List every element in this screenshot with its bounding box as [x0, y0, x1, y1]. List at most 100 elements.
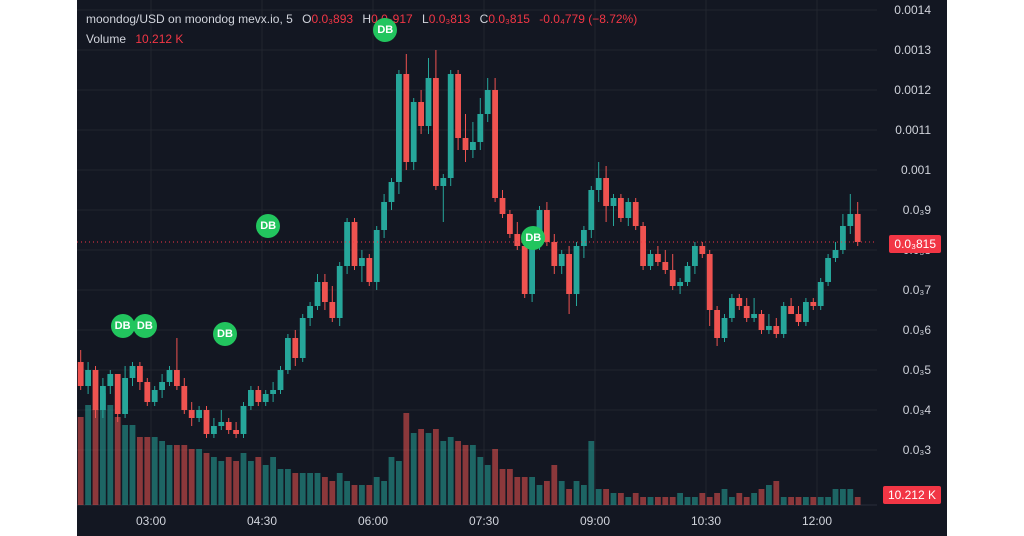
candle-body[interactable] [196, 410, 202, 418]
candle-body[interactable] [129, 366, 136, 378]
candle-body[interactable] [603, 178, 609, 206]
candle-body[interactable] [736, 298, 743, 306]
candle-body[interactable] [529, 242, 535, 294]
candle-body[interactable] [803, 302, 809, 322]
candle-body[interactable] [825, 258, 831, 282]
candle-body[interactable] [788, 306, 794, 314]
candle-body[interactable] [188, 410, 195, 418]
candle-body[interactable] [662, 262, 669, 270]
db-marker[interactable]: DB [110, 314, 135, 338]
candle-body[interactable] [203, 410, 210, 434]
candle-body[interactable] [329, 302, 336, 318]
candle-body[interactable] [714, 310, 720, 338]
candle-body[interactable] [758, 314, 765, 330]
candle-body[interactable] [840, 226, 846, 250]
candle-body[interactable] [285, 338, 291, 370]
candle-body[interactable] [403, 74, 410, 162]
candle-body[interactable] [684, 266, 691, 282]
candle-body[interactable] [507, 214, 513, 234]
candle-body[interactable] [484, 90, 491, 114]
candle-body[interactable] [677, 282, 683, 286]
candle-body[interactable] [647, 254, 654, 266]
candle-body[interactable] [610, 198, 617, 206]
candle-body[interactable] [595, 178, 602, 190]
candle-body[interactable] [248, 390, 254, 406]
candle-body[interactable] [669, 270, 676, 286]
candle-body[interactable] [92, 370, 99, 410]
candle-body[interactable] [351, 222, 358, 266]
candle-body[interactable] [795, 314, 802, 322]
candle-body[interactable] [581, 230, 587, 246]
candle-body[interactable] [817, 282, 824, 306]
candle-body[interactable] [521, 246, 528, 294]
candle-body[interactable] [551, 242, 558, 266]
candle-body[interactable] [151, 390, 158, 402]
candle-body[interactable] [277, 370, 284, 390]
candle-body[interactable] [388, 182, 395, 202]
candle-body[interactable] [233, 430, 239, 434]
candle-body[interactable] [336, 266, 343, 318]
candle-body[interactable] [462, 138, 469, 150]
candle-body[interactable] [425, 78, 432, 126]
candle-body[interactable] [470, 142, 476, 150]
candle-body[interactable] [299, 318, 306, 358]
candle-body[interactable] [433, 78, 439, 186]
candle-body[interactable] [381, 202, 387, 230]
candle-body[interactable] [854, 214, 861, 242]
candle-body[interactable] [655, 254, 661, 262]
candle-body[interactable] [77, 362, 84, 386]
candle-body[interactable] [314, 282, 321, 306]
candle-body[interactable] [558, 254, 565, 266]
candle-body[interactable] [240, 406, 247, 434]
candle-body[interactable] [455, 74, 461, 138]
candle-body[interactable] [706, 254, 713, 310]
candle-body[interactable] [218, 422, 225, 426]
candle-body[interactable] [410, 102, 417, 162]
candle-body[interactable] [721, 318, 728, 338]
candle-body[interactable] [573, 246, 580, 294]
candle-body[interactable] [751, 314, 757, 318]
candle-body[interactable] [699, 246, 706, 254]
candle-body[interactable] [107, 374, 114, 386]
db-marker[interactable]: DB [256, 214, 281, 238]
candle-body[interactable] [344, 222, 350, 266]
chart-panel[interactable]: moondog/USD on moondog mevx.io, 5 O0.0₃8… [77, 0, 947, 536]
candle-body[interactable] [122, 378, 128, 414]
candle-body[interactable] [632, 202, 639, 226]
candle-body[interactable] [174, 370, 180, 386]
candle-body[interactable] [588, 190, 595, 230]
candle-body[interactable] [144, 382, 151, 402]
candle-body[interactable] [640, 226, 646, 266]
candle-body[interactable] [625, 202, 632, 218]
candle-body[interactable] [396, 74, 402, 182]
db-marker[interactable]: DB [373, 18, 398, 42]
candle-body[interactable] [514, 234, 521, 246]
candle-body[interactable] [100, 386, 106, 410]
candle-body[interactable] [492, 90, 498, 198]
candle-body[interactable] [618, 198, 624, 218]
candle-body[interactable] [262, 394, 269, 402]
candle-body[interactable] [211, 426, 217, 434]
candle-body[interactable] [181, 386, 188, 410]
db-marker[interactable]: DB [212, 322, 237, 346]
db-marker[interactable]: DB [132, 314, 157, 338]
candle-body[interactable] [85, 370, 91, 386]
candle-body[interactable] [137, 366, 143, 382]
candle-body[interactable] [832, 250, 839, 258]
candle-body[interactable] [159, 382, 165, 390]
candlestick-chart[interactable] [77, 0, 947, 536]
candle-body[interactable] [780, 306, 787, 334]
db-marker[interactable]: DB [521, 226, 546, 250]
candle-body[interactable] [307, 306, 313, 318]
candle-body[interactable] [536, 210, 543, 242]
candle-body[interactable] [810, 302, 817, 306]
candle-body[interactable] [766, 326, 772, 330]
candle-body[interactable] [418, 102, 424, 126]
candle-body[interactable] [440, 178, 447, 186]
candle-body[interactable] [255, 390, 262, 402]
candle-body[interactable] [566, 254, 572, 294]
candle-body[interactable] [743, 306, 750, 318]
candle-body[interactable] [322, 282, 328, 302]
candle-body[interactable] [225, 422, 232, 430]
candle-body[interactable] [847, 214, 854, 226]
